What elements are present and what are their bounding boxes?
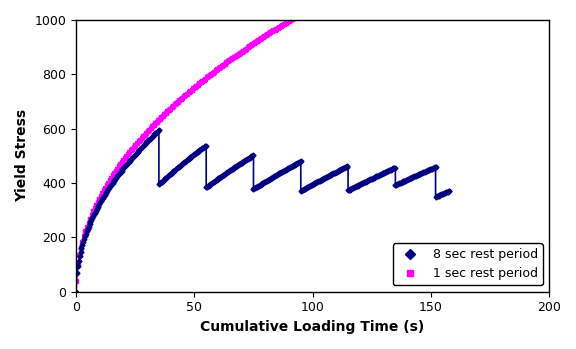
Legend: 8 sec rest period, 1 sec rest period: 8 sec rest period, 1 sec rest period [393, 243, 543, 285]
8 sec rest period [134, 150, 141, 154]
Y-axis label: Yield Stress: Yield Stress [15, 109, 29, 202]
1 sec rest period [73, 279, 80, 283]
Line: 1 sec rest period: 1 sec rest period [75, 0, 456, 283]
8 sec rest period [283, 167, 290, 171]
Line: 8 sec rest period: 8 sec rest period [74, 128, 452, 294]
8 sec rest period [147, 136, 154, 140]
8 sec rest period [78, 245, 85, 249]
8 sec rest period [393, 183, 400, 187]
1 sec rest period [255, 38, 262, 43]
8 sec rest period [156, 128, 162, 132]
1 sec rest period [298, 11, 305, 15]
8 sec rest period [73, 290, 79, 294]
8 sec rest period [399, 179, 406, 184]
1 sec rest period [252, 40, 259, 44]
X-axis label: Cumulative Loading Time (s): Cumulative Loading Time (s) [200, 320, 425, 334]
8 sec rest period [446, 188, 453, 193]
1 sec rest period [278, 24, 285, 28]
